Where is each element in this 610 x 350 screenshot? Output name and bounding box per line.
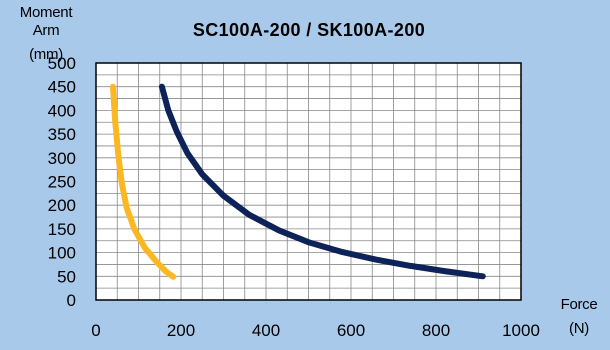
y-tick-label: 50 [57, 267, 76, 286]
x-axis-label-line1: Force [560, 296, 598, 313]
y-tick-label: 500 [48, 54, 76, 73]
x-tick-label: 400 [252, 321, 280, 340]
x-tick-label: 800 [422, 321, 450, 340]
y-tick-label: 150 [48, 220, 76, 239]
x-axis-label: Force (N) [553, 296, 605, 338]
x-tick-label: 600 [337, 321, 365, 340]
x-tick-label: 200 [167, 321, 195, 340]
y-tick-label: 450 [48, 78, 76, 97]
y-tick-label: 100 [48, 244, 76, 263]
series-line-2 [158, 83, 486, 280]
y-tick-label: 200 [48, 196, 76, 215]
chart-title: SC100A-200 / SK100A-200 [192, 20, 426, 40]
x-tick-label: 0 [91, 321, 100, 340]
series-line-1 [110, 83, 177, 280]
y-tick-label: 350 [48, 125, 76, 144]
x-axis-label-line2: (N) [569, 320, 589, 337]
y-axis-label-line2: (mm) [29, 46, 63, 63]
plot-border [95, 62, 522, 301]
x-tick-label: 1000 [502, 321, 540, 340]
y-tick-label: 300 [48, 149, 76, 168]
y-tick-label: 0 [67, 291, 76, 310]
y-axis-label-line1: Moment Arm [19, 4, 73, 39]
y-tick-label: 400 [48, 101, 76, 120]
y-axis-label: Moment Arm (mm) [8, 4, 84, 64]
y-tick-label: 250 [48, 173, 76, 192]
